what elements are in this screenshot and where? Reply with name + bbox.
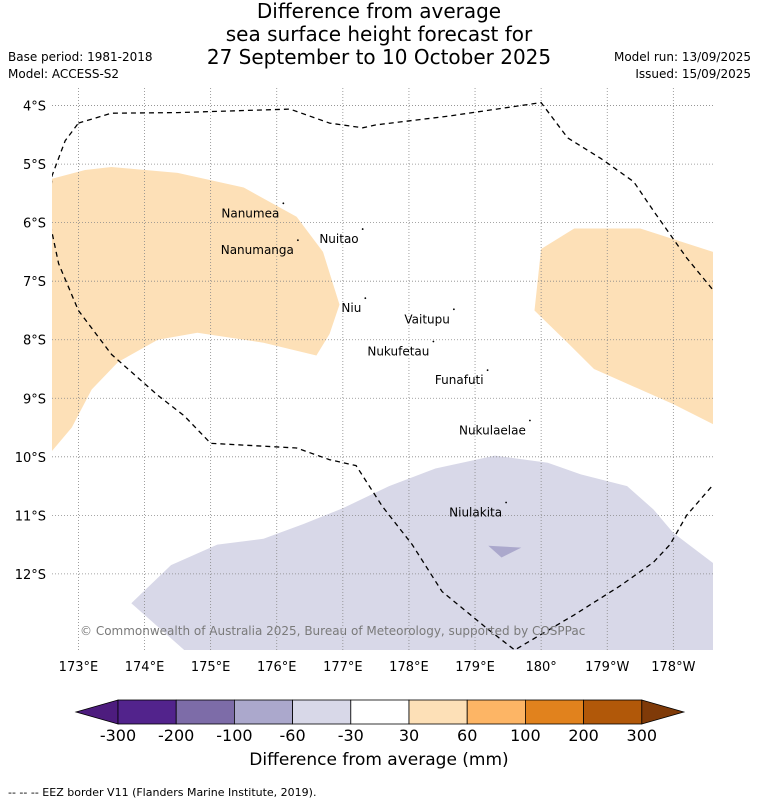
island-marker xyxy=(282,202,285,205)
meta-right: Model run: 13/09/2025 Issued: 15/09/2025 xyxy=(614,49,751,83)
island-marker xyxy=(452,308,455,311)
longitude-tick-label: 174°E xyxy=(125,660,165,675)
longitude-tick-label: 177°E xyxy=(323,660,363,675)
island-label: Funafuti xyxy=(435,373,484,387)
model-text: Model: ACCESS-S2 xyxy=(8,67,120,81)
colorbar-bin xyxy=(292,699,352,725)
colorbar-bin xyxy=(583,699,643,725)
map-title: Difference from average sea surface heig… xyxy=(0,0,758,69)
colorbar-tick-label: -30 xyxy=(338,726,364,745)
colorbar-high-extension xyxy=(641,699,686,725)
anomaly-region-4 xyxy=(488,545,522,558)
colorbar-tick-label: 200 xyxy=(568,726,599,745)
colorbar-tick-label: 60 xyxy=(457,726,477,745)
island-marker xyxy=(364,297,367,300)
colorbar-tick-label: -300 xyxy=(100,726,136,745)
colorbar: -300 -200 -100 -60 -30 30 60 100 200 300 xyxy=(74,699,686,745)
base-period-text: Base period: 1981-2018 xyxy=(8,50,153,64)
colorbar-tick-label: -200 xyxy=(158,726,194,745)
colorbar-tick-label: 30 xyxy=(399,726,419,745)
colorbar-bin xyxy=(408,699,468,725)
latitude-tick-label: 10°S xyxy=(15,451,46,466)
longitude-tick-label: 175°E xyxy=(191,660,231,675)
colorbar-tick-label: -60 xyxy=(280,726,306,745)
island-marker xyxy=(486,369,489,372)
longitude-tick-label: 176°E xyxy=(257,660,297,675)
island-marker xyxy=(529,419,531,422)
island-label: Nuitao xyxy=(319,232,358,246)
latitude-tick-label: 11°S xyxy=(15,509,46,524)
axis-labels: 173°E 174°E 175°E 176°E 177°E 178°E 179°E 180° 1… xyxy=(15,100,696,675)
island-label: Vaitupu xyxy=(404,312,450,326)
issued-text: Issued: 15/09/2025 xyxy=(635,67,751,81)
island-label: Nanumea xyxy=(221,206,279,220)
latitude-tick-label: 4°S xyxy=(23,100,46,115)
title-line-3: 27 September to 10 October 2025 xyxy=(206,45,552,69)
longitude-tick-label: 178°E xyxy=(389,660,429,675)
longitude-tick-label: 179°E xyxy=(455,660,495,675)
island-label: Nukufetau xyxy=(367,344,429,358)
island-marker xyxy=(505,501,508,504)
colorbar-bin xyxy=(525,699,585,725)
colorbar-bin xyxy=(350,699,410,725)
colorbar-label: Difference from average (mm) xyxy=(249,750,509,770)
map-panel: Nanumea Nuitao Nanumanga Niu Vaitupu Nukufeta… xyxy=(15,88,713,675)
title-line-2: sea surface height forecast for xyxy=(225,22,533,46)
colorbar-bin xyxy=(117,699,177,725)
anomaly-region-2 xyxy=(534,228,713,425)
meta-left: Base period: 1981-2018 Model: ACCESS-S2 xyxy=(8,49,153,83)
colorbar-tick-label: 100 xyxy=(510,726,541,745)
colorbar-low-extension xyxy=(74,699,119,725)
latitude-tick-label: 6°S xyxy=(23,217,46,232)
island-label: Nukulaelae xyxy=(459,424,526,438)
title-line-1: Difference from average xyxy=(256,0,502,23)
colorbar-tick-label: 300 xyxy=(627,726,658,745)
longitude-tick-label: 179°W xyxy=(585,660,629,675)
colorbar-bins xyxy=(74,699,686,725)
longitude-tick-label: 178°W xyxy=(651,660,695,675)
colorbar-bin xyxy=(466,699,526,725)
island-labels: Nanumea Nuitao Nanumanga Niu Vaitupu Nukufeta… xyxy=(221,202,531,519)
latitude-tick-label: 5°S xyxy=(23,158,46,173)
eez-footnote: -- -- -- EEZ border V11 (Flanders Marine… xyxy=(8,786,317,799)
longitude-tick-label: 173°E xyxy=(59,660,99,675)
island-label: Nanumanga xyxy=(221,243,294,257)
colorbar-bin xyxy=(175,699,235,725)
island-label: Niulakita xyxy=(449,505,502,519)
colorbar-tick-labels: -300 -200 -100 -60 -30 30 60 100 200 300 xyxy=(100,726,657,745)
latitude-tick-label: 12°S xyxy=(15,568,46,583)
latitude-tick-label: 9°S xyxy=(23,392,46,407)
island-label: Niu xyxy=(341,301,361,315)
island-marker xyxy=(432,340,435,343)
island-marker xyxy=(296,239,299,242)
latitude-tick-label: 8°S xyxy=(23,334,46,349)
latitude-tick-label: 7°S xyxy=(23,275,46,290)
anomaly-region-1 xyxy=(52,167,340,463)
model-run-text: Model run: 13/09/2025 xyxy=(613,50,751,64)
colorbar-tick-label: -100 xyxy=(216,726,252,745)
colorbar-bin xyxy=(233,699,293,725)
graticule xyxy=(52,88,713,650)
island-marker xyxy=(361,228,364,230)
longitude-tick-label: 180° xyxy=(525,660,556,675)
copyright-notice: © Commonwealth of Australia 2025, Bureau… xyxy=(80,624,586,638)
